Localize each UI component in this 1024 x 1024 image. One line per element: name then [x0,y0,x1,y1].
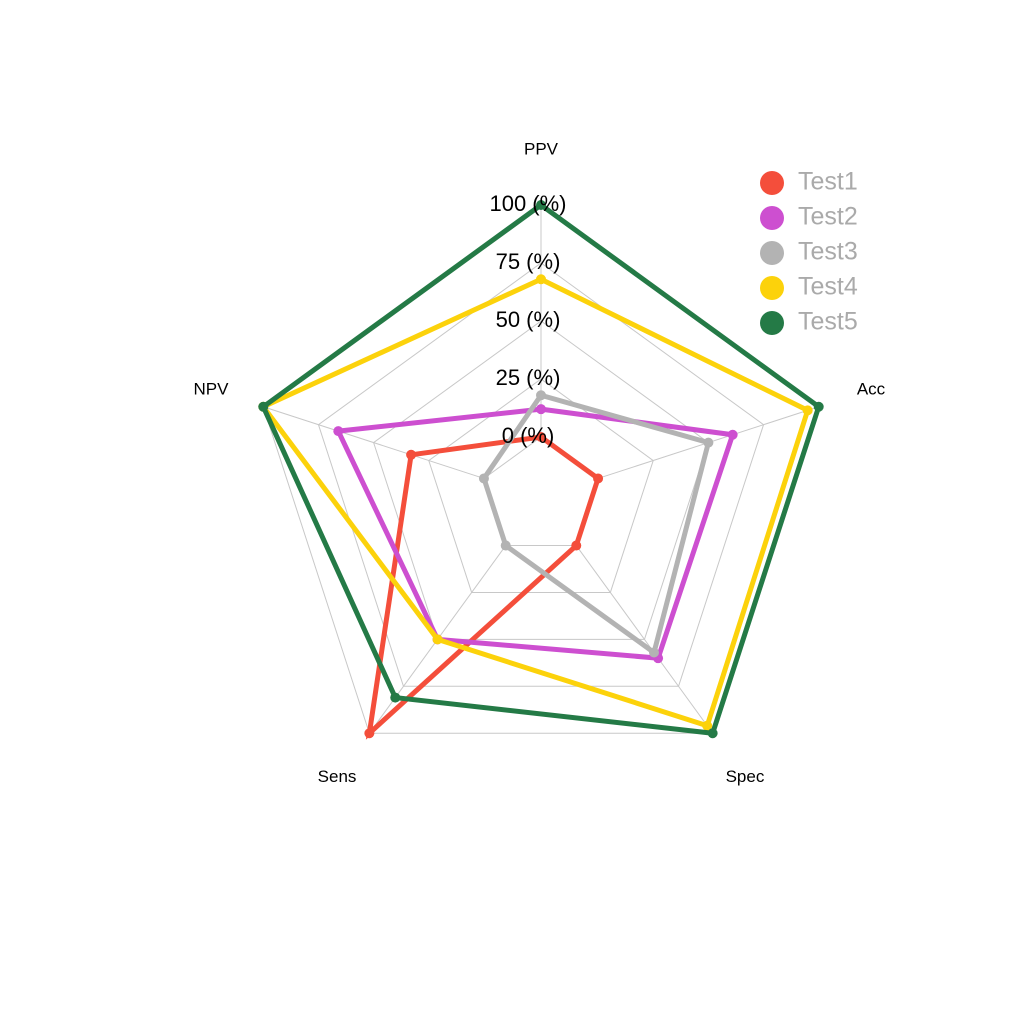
point [703,437,714,448]
series-line [259,276,811,729]
series-line [260,201,822,736]
legend-marker [760,311,784,335]
point [593,473,604,484]
axis-label: NPV [193,379,229,398]
point [727,429,738,440]
legend-marker [760,171,784,195]
point [571,540,582,551]
point [536,390,546,401]
point [536,274,546,285]
point [390,692,401,703]
legend-label: Test2 [798,203,858,231]
series-line [334,406,736,661]
legend-marker [760,206,784,230]
legend-label: Test5 [798,308,858,336]
axis-label: Acc [857,379,886,398]
legend-marker [760,241,784,265]
point [478,473,489,484]
r-tick-label: 100 (%) [489,191,566,216]
r-tick-label: 25 (%) [496,365,561,390]
point [500,540,511,551]
point [707,728,718,739]
series-line [365,434,602,740]
point [536,200,546,210]
point [364,728,375,739]
point [702,720,713,731]
point [432,634,443,645]
axis-label: Spec [726,767,765,786]
grid-line [428,378,654,593]
point [536,432,546,442]
axis-label: Sens [318,767,357,786]
point [258,401,269,412]
legend-label: Test4 [798,273,858,301]
r-tick-label: 0 (%) [502,423,555,448]
r-tick-label: 50 (%) [496,307,561,332]
series-line [481,392,712,657]
grid-line [317,262,765,687]
axis-label: PPV [524,139,559,158]
point [802,405,813,416]
legend-label: Test1 [798,168,858,196]
point [813,401,824,412]
point [536,404,546,415]
legend-marker [760,276,784,300]
r-tick-label: 75 (%) [496,249,561,274]
point [406,449,417,460]
point [333,426,344,437]
point [648,647,659,658]
legend-label: Test3 [798,238,858,266]
